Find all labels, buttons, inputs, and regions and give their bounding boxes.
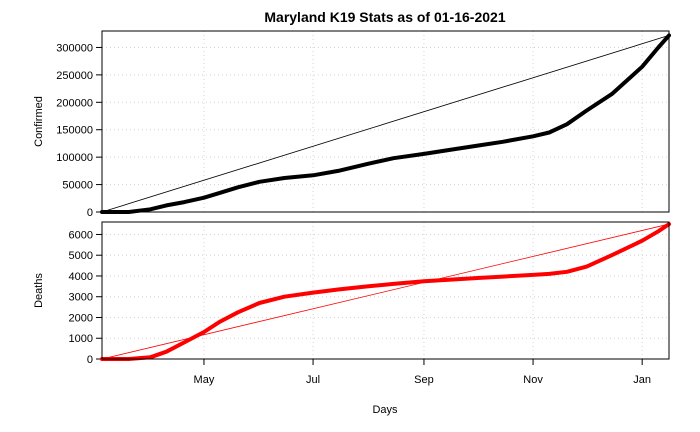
series-line-deaths bbox=[100, 222, 671, 361]
x-tick-label: Nov bbox=[523, 374, 543, 386]
y-tick-label: 250000 bbox=[56, 70, 93, 82]
y-axis-title: Confirmed bbox=[33, 96, 45, 147]
panel-deaths: 0 1000 2000 3000 4000 5000 6000 Deaths bbox=[33, 221, 671, 366]
y-tick-label: 0 bbox=[87, 354, 93, 366]
y-tick-label: 3000 bbox=[69, 292, 93, 304]
y-tick-label: 4000 bbox=[69, 271, 93, 283]
x-tick-label: Sep bbox=[414, 374, 434, 386]
x-tick-label: May bbox=[194, 374, 215, 386]
y-tick-label: 6000 bbox=[69, 229, 93, 241]
y-tick-label: 200000 bbox=[56, 97, 93, 109]
series-line-confirmed bbox=[100, 33, 671, 214]
y-tick-label: 100000 bbox=[56, 152, 93, 164]
y-tick-label: 5000 bbox=[69, 250, 93, 262]
x-axis-title: Days bbox=[372, 404, 398, 416]
plot-frame bbox=[101, 30, 670, 213]
x-axis: May Jul Sep Nov Jan bbox=[194, 359, 651, 386]
panel-confirmed: 0 50000 100000 150000 200000 250000 300000 Conf… bbox=[33, 30, 671, 219]
y-tick-label: 1000 bbox=[69, 333, 93, 345]
y-axis-title: Deaths bbox=[33, 273, 45, 308]
chart-title: Maryland K19 Stats as of 01-16-2021 bbox=[264, 9, 505, 25]
plot-frame bbox=[101, 221, 670, 360]
x-tick-label: Jul bbox=[306, 374, 320, 386]
y-tick-label: 150000 bbox=[56, 125, 93, 137]
y-tick-label: 50000 bbox=[62, 180, 93, 192]
x-tick-label: Jan bbox=[633, 374, 651, 386]
trend-line bbox=[101, 35, 670, 213]
y-tick-label: 2000 bbox=[69, 312, 93, 324]
y-tick-label: 300000 bbox=[56, 42, 93, 54]
y-tick-label: 0 bbox=[87, 207, 93, 219]
